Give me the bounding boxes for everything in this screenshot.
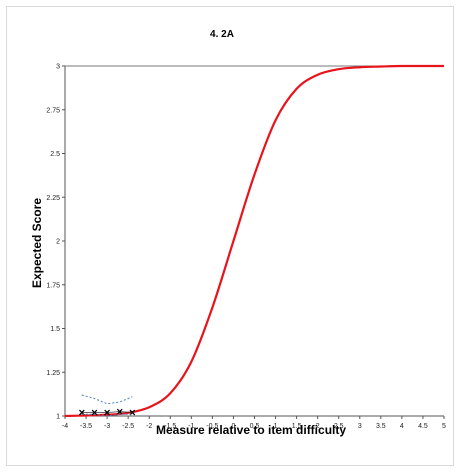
lower-confidence-band: [81, 413, 133, 417]
observed-point-marker: [104, 409, 110, 416]
x-tick-label: 0.5: [250, 423, 260, 430]
y-tick-label: 2.25: [46, 195, 60, 202]
observed-point-marker: [91, 409, 98, 416]
x-tick-label: 5: [442, 423, 446, 430]
x-tick-label: 4: [400, 423, 404, 430]
y-tick-label: 1.5: [50, 326, 60, 333]
y-tick-label: 3: [56, 64, 60, 71]
upper-confidence-band: [81, 394, 133, 405]
y-tick-label: 2.75: [46, 107, 60, 114]
y-tick-label: 1.25: [46, 370, 60, 377]
y-tick-label: 1: [56, 414, 60, 421]
observed-point-marker: [116, 408, 123, 415]
chart-frame: 4. 2A -4 -3.5 -3 -2.5 -2 -1.5 -1 -0.5 0 0.5 1 1.5 2 2…: [6, 6, 454, 466]
expected-score-chart: 4. 2A -4 -3.5 -3 -2.5 -2 -1.5 -1 -0.5 0 0.5 1 1.5 2 2…: [30, 29, 446, 437]
chart-title: 4. 2A: [210, 29, 234, 40]
y-tick-label: 1.75: [46, 282, 60, 289]
x-tick-label: -2: [146, 423, 152, 430]
x-tick-label: -2.5: [122, 423, 134, 430]
x-tick-label: -3: [104, 423, 110, 430]
x-tick-label: -3.5: [80, 423, 92, 430]
x-tick-label: 0: [231, 423, 235, 430]
x-tick-label: -0.5: [206, 423, 218, 430]
x-tick-label: 4.5: [418, 423, 428, 430]
y-axis-label: Expected Score: [30, 198, 44, 288]
y-tick-label: 2: [56, 239, 60, 246]
x-tick-label: -1: [188, 423, 194, 430]
x-tick-label: -1.5: [164, 423, 176, 430]
x-axis-label: Measure relative to item difficulty: [156, 423, 346, 437]
x-tick-label: 1.5: [292, 423, 302, 430]
x-tick-label: 1: [274, 423, 278, 430]
x-tick-label: -4: [62, 423, 68, 430]
x-tick-label: 2: [316, 423, 320, 430]
x-tick-label: 2.5: [334, 423, 344, 430]
expected-score-curve: [64, 64, 444, 418]
plot-area: -4 -3.5 -3 -2.5 -2 -1.5 -1 -0.5 0 0.5 1 1.5 2 2.5 3 3.5…: [46, 64, 446, 431]
x-tick-label: 3.5: [376, 423, 386, 430]
y-tick-label: 2.5: [50, 151, 60, 158]
x-tick-label: 3: [358, 423, 362, 430]
